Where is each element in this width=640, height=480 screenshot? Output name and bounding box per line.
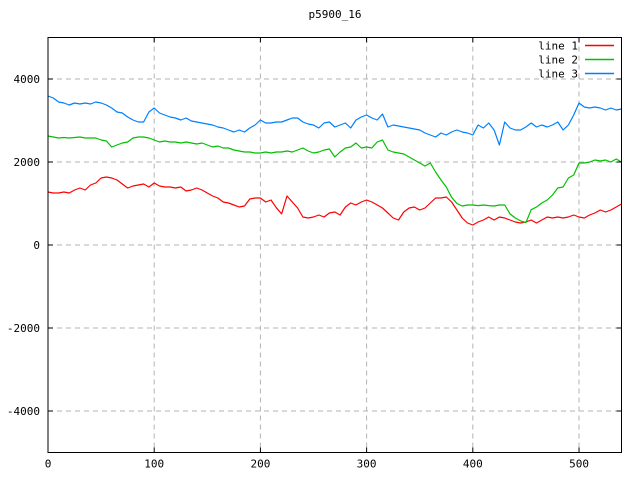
legend-item-label: line 3 — [538, 68, 578, 81]
series-line-1 — [47, 176, 623, 226]
y-tick-label: 4000 — [14, 73, 41, 86]
series-line-3 — [47, 95, 623, 146]
x-tick-label: 500 — [569, 458, 589, 471]
x-tick-label: 100 — [144, 458, 164, 471]
series-line-2 — [47, 135, 623, 224]
legend-item-label: line 1 — [538, 40, 578, 53]
legend-item-label: line 2 — [538, 54, 578, 67]
y-tick-label: -2000 — [7, 322, 40, 335]
y-tick-label: 0 — [33, 239, 40, 252]
y-tick-label: -4000 — [7, 405, 40, 418]
x-tick-label: 0 — [45, 458, 52, 471]
x-tick-label: 400 — [463, 458, 483, 471]
y-tick-label: 2000 — [14, 156, 41, 169]
x-tick-label: 200 — [250, 458, 270, 471]
chart-title: p5900_16 — [308, 8, 362, 21]
x-tick-label: 300 — [357, 458, 377, 471]
